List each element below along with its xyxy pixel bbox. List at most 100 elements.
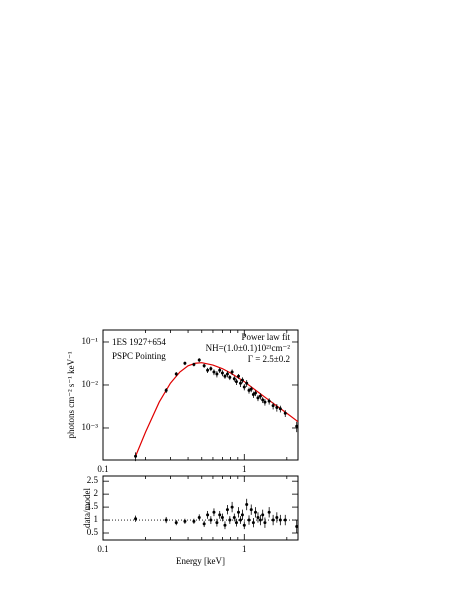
data-point (253, 391, 257, 395)
data-point (192, 362, 196, 366)
data-point (206, 368, 210, 372)
data-point (223, 374, 227, 378)
data-point (230, 370, 234, 374)
data-point (228, 375, 232, 379)
annotation: Γ = 2.5±0.2 (248, 354, 290, 364)
data-point (202, 364, 206, 368)
data-point (183, 361, 187, 365)
data-point (225, 372, 229, 376)
annotation: PSPC Pointing (112, 351, 166, 361)
data-point (134, 454, 138, 458)
data-point (232, 377, 236, 381)
data-point (183, 519, 187, 523)
data-point (234, 380, 238, 384)
data-point (295, 424, 299, 428)
data-point (234, 521, 238, 525)
data-point (295, 525, 299, 529)
annotation: 1ES 1927+654 (112, 337, 166, 347)
plot-frame (102, 475, 299, 541)
data-point (261, 398, 265, 402)
data-point (220, 371, 224, 375)
data-point (238, 381, 242, 385)
data-point (197, 358, 201, 362)
data-point (247, 518, 251, 522)
data-point (238, 518, 242, 522)
y-tick-label: 2 (94, 488, 99, 498)
data-point (263, 400, 267, 404)
data-point (223, 523, 227, 527)
x-axis-label: Energy [keV] (176, 556, 225, 566)
data-point (215, 521, 219, 525)
model-curve (135, 362, 299, 457)
data-point (283, 518, 287, 522)
data-point (258, 394, 262, 398)
x-tick-label: 1 (242, 464, 247, 474)
data-point (258, 518, 262, 522)
y-tick-label: 2.5 (87, 475, 99, 485)
annotation: Power law fit (242, 332, 291, 342)
data-point (263, 521, 267, 525)
y-tick-label: 1.5 (87, 501, 99, 511)
data-point (134, 517, 138, 521)
data-point (256, 515, 260, 519)
data-point (245, 503, 249, 507)
data-point (267, 399, 271, 403)
data-point (275, 405, 279, 409)
data-point (242, 385, 246, 389)
data-point (236, 374, 240, 378)
data-point (251, 521, 255, 525)
data-point (236, 510, 240, 514)
data-point (283, 411, 287, 415)
data-point (220, 515, 224, 519)
data-point (206, 513, 210, 517)
data-point (249, 508, 253, 512)
data-point (225, 508, 229, 512)
data-point (247, 388, 251, 392)
y-axis-label: photons cm⁻² s⁻¹ keV⁻¹ (66, 351, 76, 438)
data-point (218, 368, 222, 372)
data-point (251, 393, 255, 397)
y-tick-label: 10⁻³ (82, 422, 99, 432)
data-point (212, 510, 216, 514)
annotation: NH=(1.0±0.1)10²¹cm⁻² (206, 343, 291, 353)
y-tick-label: 1 (94, 514, 99, 524)
x-tick-label: 0.1 (97, 544, 108, 554)
x-tick-label: 0.1 (97, 464, 108, 474)
data-point (209, 518, 213, 522)
data-point (209, 367, 213, 371)
data-point (240, 513, 244, 517)
data-point (202, 522, 206, 526)
data-point (228, 518, 232, 522)
data-point (271, 404, 275, 408)
data-point (174, 521, 178, 525)
data-point (253, 510, 257, 514)
data-point (232, 515, 236, 519)
data-point (164, 388, 168, 392)
data-point (256, 396, 260, 400)
data-point (267, 510, 271, 514)
y-tick-label: 0.5 (87, 527, 99, 537)
y-tick-label: 10⁻² (82, 379, 99, 389)
data-point (230, 505, 234, 509)
data-point (278, 407, 282, 411)
data-point (245, 381, 249, 385)
plot-frame (102, 329, 299, 461)
y-axis-label: data/model (82, 488, 92, 528)
data-point (271, 518, 275, 522)
data-point (212, 370, 216, 374)
y-tick-label: 10⁻¹ (82, 336, 99, 346)
data-point (261, 513, 265, 517)
data-point (242, 523, 246, 527)
data-point (218, 513, 222, 517)
data-point (164, 518, 168, 522)
data-point (174, 372, 178, 376)
data-point (192, 519, 196, 523)
data-point (215, 372, 219, 376)
x-tick-label: 1 (242, 544, 247, 554)
data-point (275, 515, 279, 519)
data-point (240, 378, 244, 382)
data-point (278, 518, 282, 522)
data-point (197, 515, 201, 519)
data-point (249, 387, 253, 391)
